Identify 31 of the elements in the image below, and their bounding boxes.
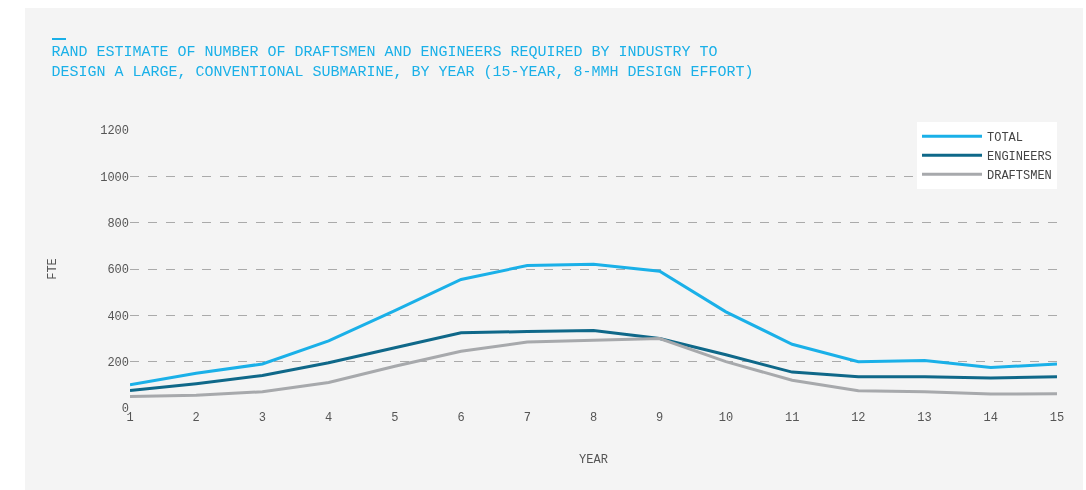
- y-tick-label: 800: [107, 216, 129, 231]
- x-tick-label: 3: [258, 411, 267, 425]
- y-tick-label: 1000: [100, 170, 129, 185]
- y-tick-label: 0: [121, 402, 129, 417]
- line-series: [130, 337, 1057, 398]
- x-tick-label: 8: [589, 411, 598, 425]
- x-tick-label: 5: [391, 411, 399, 425]
- x-tick-label: 6: [457, 411, 465, 425]
- legend-label: DRAFTSMEN: [987, 168, 1052, 183]
- legend-label: TOTAL: [987, 130, 1024, 145]
- x-tick-label: 1: [126, 411, 134, 425]
- chart-title: RAND ESTIMATE OF NUMBER OF DRAFTSMEN AND ENGINEERS REQUIRED BY INDUSTRY TO DESIGN A LARGE, CONVENTIONAL SUBMARINE, BY YEAR (15-YEAR, 8-MMH DESIGN EFFORT): [51, 44, 754, 81]
- x-tick-label: 12: [851, 411, 866, 425]
- line-series: [130, 262, 1057, 387]
- legend-label: ENGINEERS: [987, 149, 1052, 164]
- x-tick-label: 9: [656, 411, 664, 425]
- x-tick-label: 14: [983, 411, 998, 425]
- x-tick-label: 2: [192, 411, 200, 425]
- y-tick-label: 1200: [100, 124, 129, 139]
- y-tick-label: 600: [107, 263, 129, 278]
- x-tick-label: 4: [325, 411, 333, 425]
- x-tick-label: 15: [1049, 411, 1065, 425]
- y-axis-title: FTE: [46, 258, 61, 280]
- y-tick-label: 200: [107, 355, 129, 370]
- x-tick-label: 11: [784, 411, 800, 425]
- x-tick-label: 10: [718, 411, 734, 425]
- y-tick-label: 400: [107, 309, 129, 324]
- x-tick-label: 7: [523, 411, 531, 425]
- x-tick-label: 13: [917, 411, 932, 425]
- x-axis-title: YEAR: [579, 452, 608, 467]
- line-series: [130, 328, 1057, 393]
